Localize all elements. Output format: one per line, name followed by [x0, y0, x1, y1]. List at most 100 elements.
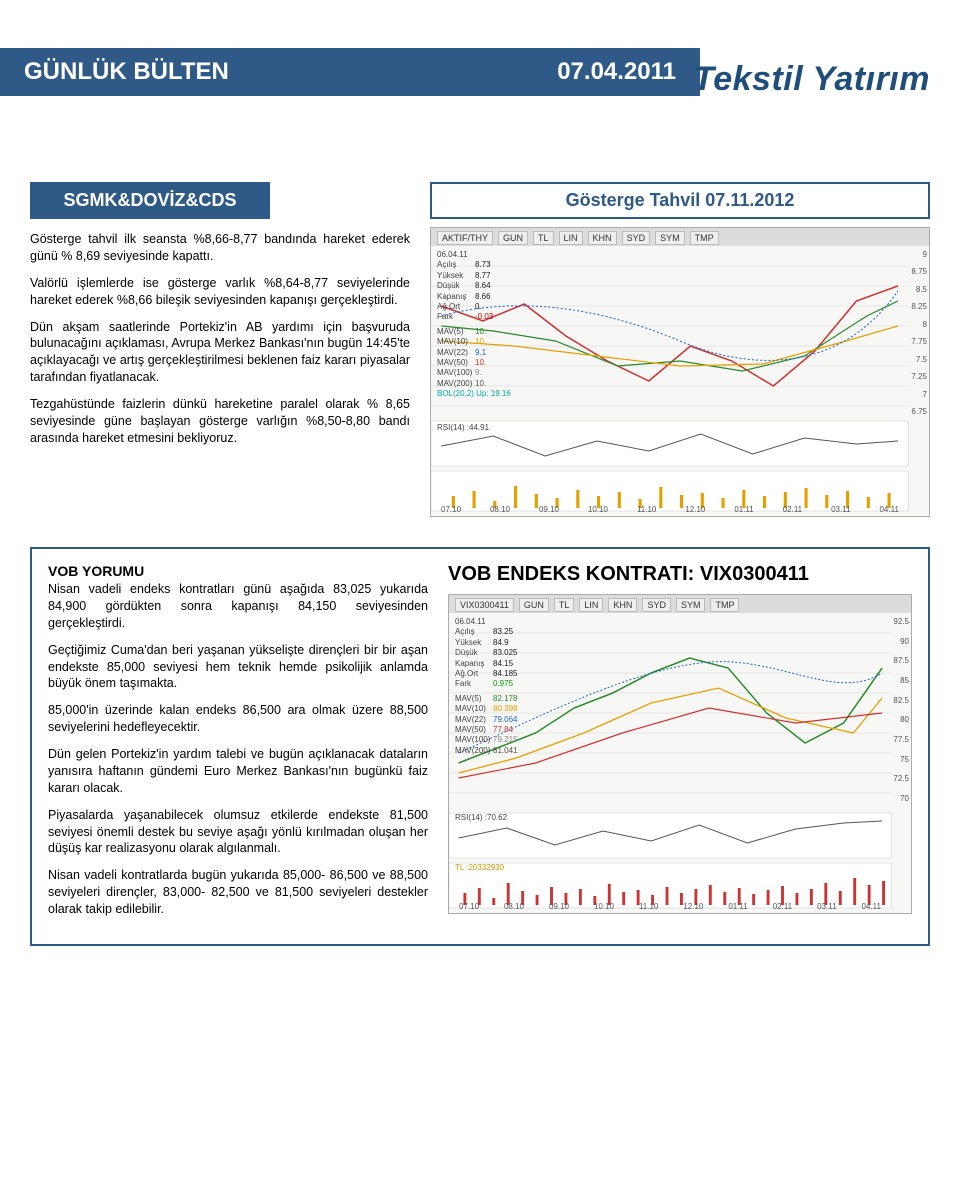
chart2-x0: 07.10	[459, 902, 479, 911]
vob-left: VOB YORUMU Nisan vadeli endeks kontratla…	[48, 563, 428, 928]
chart2-mav5k: MAV(5)	[455, 694, 493, 704]
chart2-mav100k: MAV(100)	[455, 735, 493, 745]
bulletin-title: GÜNLÜK BÜLTEN	[24, 58, 229, 86]
chart1-mav200k: MAV(200)	[437, 379, 475, 389]
chart1-y5: 7.75	[905, 337, 927, 346]
chart1-y2: 8.5	[905, 285, 927, 294]
chart1-x1: 08.10	[490, 505, 510, 514]
chart1-y8: 7	[905, 390, 927, 399]
chart2-tb-5[interactable]: SYD	[642, 598, 671, 612]
chart1-open-k: Açılış	[437, 260, 475, 270]
chart2-y3: 85	[887, 676, 909, 685]
sgmk-p2: Valörlü işlemlerde ise gösterge varlık %…	[30, 275, 410, 309]
chart2-tb-3[interactable]: LIN	[579, 598, 603, 612]
vob-chart-heading: VOB ENDEKS KONTRATI: VIX0300411	[448, 563, 912, 586]
chart2-close-k: Kapanış	[455, 659, 493, 669]
chart1-tb-3[interactable]: LIN	[559, 231, 583, 245]
chart1-mav22v: 9.1	[475, 348, 486, 357]
chart2-mav50v: 77.84	[493, 725, 513, 734]
chart2-high-v: 84.9	[493, 638, 509, 648]
chart1-x6: 01.11	[734, 505, 753, 514]
chart1-low-v: 8.64	[475, 281, 491, 291]
chart1-yaxis: 9 8.75 8.5 8.25 8 7.75 7.5 7.25 7 6.75	[905, 250, 927, 416]
chart1-tb-2[interactable]: TL	[533, 231, 554, 245]
chart2-tb-2[interactable]: TL	[554, 598, 575, 612]
chart2-tb-0[interactable]: VIX0300411	[455, 598, 514, 612]
chart1-tb-7[interactable]: TMP	[690, 231, 719, 245]
chart2-mav5v: 82.178	[493, 694, 517, 703]
chart1-avgk: Ağ.Ort	[437, 302, 475, 312]
chart1-y0: 9	[905, 250, 927, 259]
chart1-x7: 02.11	[783, 505, 802, 514]
chart1-y3: 8.25	[905, 302, 927, 311]
sgmk-label: SGMK&DOVİZ&CDS	[30, 182, 270, 219]
chart1-tb-4[interactable]: KHN	[588, 231, 617, 245]
sgmk-left: SGMK&DOVİZ&CDS Gösterge tahvil ilk seans…	[30, 182, 410, 517]
chart1-x2: 09.10	[539, 505, 559, 514]
chart1-xaxis: 07.10 08.10 09.10 10.10 11.10 12.10 01.1…	[431, 505, 909, 514]
chart2-close-v: 84.15	[493, 659, 513, 669]
chart2-avgv: 84.185	[493, 669, 517, 679]
gosterge-label: Gösterge Tahvil 07.11.2012	[430, 182, 930, 219]
chart2-tb-4[interactable]: KHN	[608, 598, 637, 612]
chart2-open-v: 83.25	[493, 627, 513, 637]
chart1-x0: 07.10	[441, 505, 461, 514]
chart2-x8: 03.11	[817, 902, 836, 911]
chart1-tb-6[interactable]: SYM	[655, 231, 685, 245]
chart2-y1: 90	[887, 637, 909, 646]
chart1-mav5v: 10.	[475, 327, 486, 336]
chart1-x4: 11.10	[637, 505, 656, 514]
vob-p4: Dün gelen Portekiz'in yardım talebi ve b…	[48, 746, 428, 797]
chart1-mav10v: 10.	[475, 337, 486, 346]
chart2-y7: 75	[887, 755, 909, 764]
page: Tekstil Yatırım GÜNLÜK BÜLTEN 07.04.2011…	[0, 48, 960, 976]
chart1-info-date: 06.04.11	[437, 250, 475, 260]
chart2-mav100v: 79.215	[493, 735, 517, 744]
sgmk-p3: Dün akşam saatlerinde Portekiz'in AB yar…	[30, 319, 410, 387]
vob-box: VOB YORUMU Nisan vadeli endeks kontratla…	[30, 547, 930, 946]
chart2-y4: 82.5	[887, 696, 909, 705]
vob-body: Nisan vadeli endeks kontratları günü aşa…	[48, 581, 428, 918]
chart2-mav10k: MAV(10)	[455, 704, 493, 714]
chart2-high-k: Yüksek	[455, 638, 493, 648]
chart1-tb-1[interactable]: GUN	[498, 231, 528, 245]
header: Tekstil Yatırım GÜNLÜK BÜLTEN 07.04.2011	[0, 48, 960, 158]
chart2-y6: 77.5	[887, 735, 909, 744]
chart1-tb-5[interactable]: SYD	[622, 231, 651, 245]
sgmk-body: Gösterge tahvil ilk seansta %8,66-8,77 b…	[30, 231, 410, 447]
chart2-mav10v: 80.398	[493, 704, 517, 713]
chart2-svg	[449, 613, 911, 913]
chart2-y5: 80	[887, 715, 909, 724]
chart1-x3: 10.10	[588, 505, 608, 514]
chart2-y8: 72.5	[887, 774, 909, 783]
chart2-mav22k: MAV(22)	[455, 715, 493, 725]
chart2-tb-1[interactable]: GUN	[519, 598, 549, 612]
chart2-info-date: 06.04.11	[455, 617, 493, 627]
chart-gosterge: AKTIF/THY GUN TL LIN KHN SYD SYM TMP mat…	[430, 227, 930, 517]
chart2-low-v: 83.025	[493, 648, 517, 658]
vob-p1: Nisan vadeli endeks kontratları günü aşa…	[48, 581, 428, 632]
chart1-tb-0[interactable]: AKTIF/THY	[437, 231, 493, 245]
chart2-vol: TL :20332930	[455, 863, 504, 872]
chart2-y0: 92.5	[887, 617, 909, 626]
chart1-bol: BOL(20,2) Up: 19.16	[437, 389, 511, 399]
chart1-low-k: Düşük	[437, 281, 475, 291]
chart1-x8: 03.11	[831, 505, 850, 514]
chart2-tb-6[interactable]: SYM	[676, 598, 706, 612]
chart2-rsi: RSI(14) :70.62	[455, 813, 507, 822]
chart1-diffk: Fark	[437, 312, 475, 322]
vob-right: VOB ENDEKS KONTRATI: VIX0300411 VIX03004…	[448, 563, 912, 928]
chart1-y9: 6.75	[905, 407, 927, 416]
row-vob: VOB YORUMU Nisan vadeli endeks kontratla…	[48, 563, 912, 928]
chart2-x2: 09.10	[549, 902, 569, 911]
bulletin-date: 07.04.2011	[557, 58, 676, 86]
chart1-y6: 7.5	[905, 355, 927, 364]
chart2-tb-7[interactable]: TMP	[710, 598, 739, 612]
chart1-mav200v: 10.	[475, 379, 486, 388]
chart1-avgv: 0.	[475, 302, 482, 312]
chart2-diffv: 0.975	[493, 679, 513, 689]
chart1-mav100v: 9.	[475, 368, 482, 377]
vob-p3: 85,000'in üzerinde kalan endeks 86,500 a…	[48, 702, 428, 736]
vob-p5: Piyasalarda yaşanabilecek olumsuz etkile…	[48, 807, 428, 858]
chart1-diffv: -0.03	[475, 312, 493, 322]
